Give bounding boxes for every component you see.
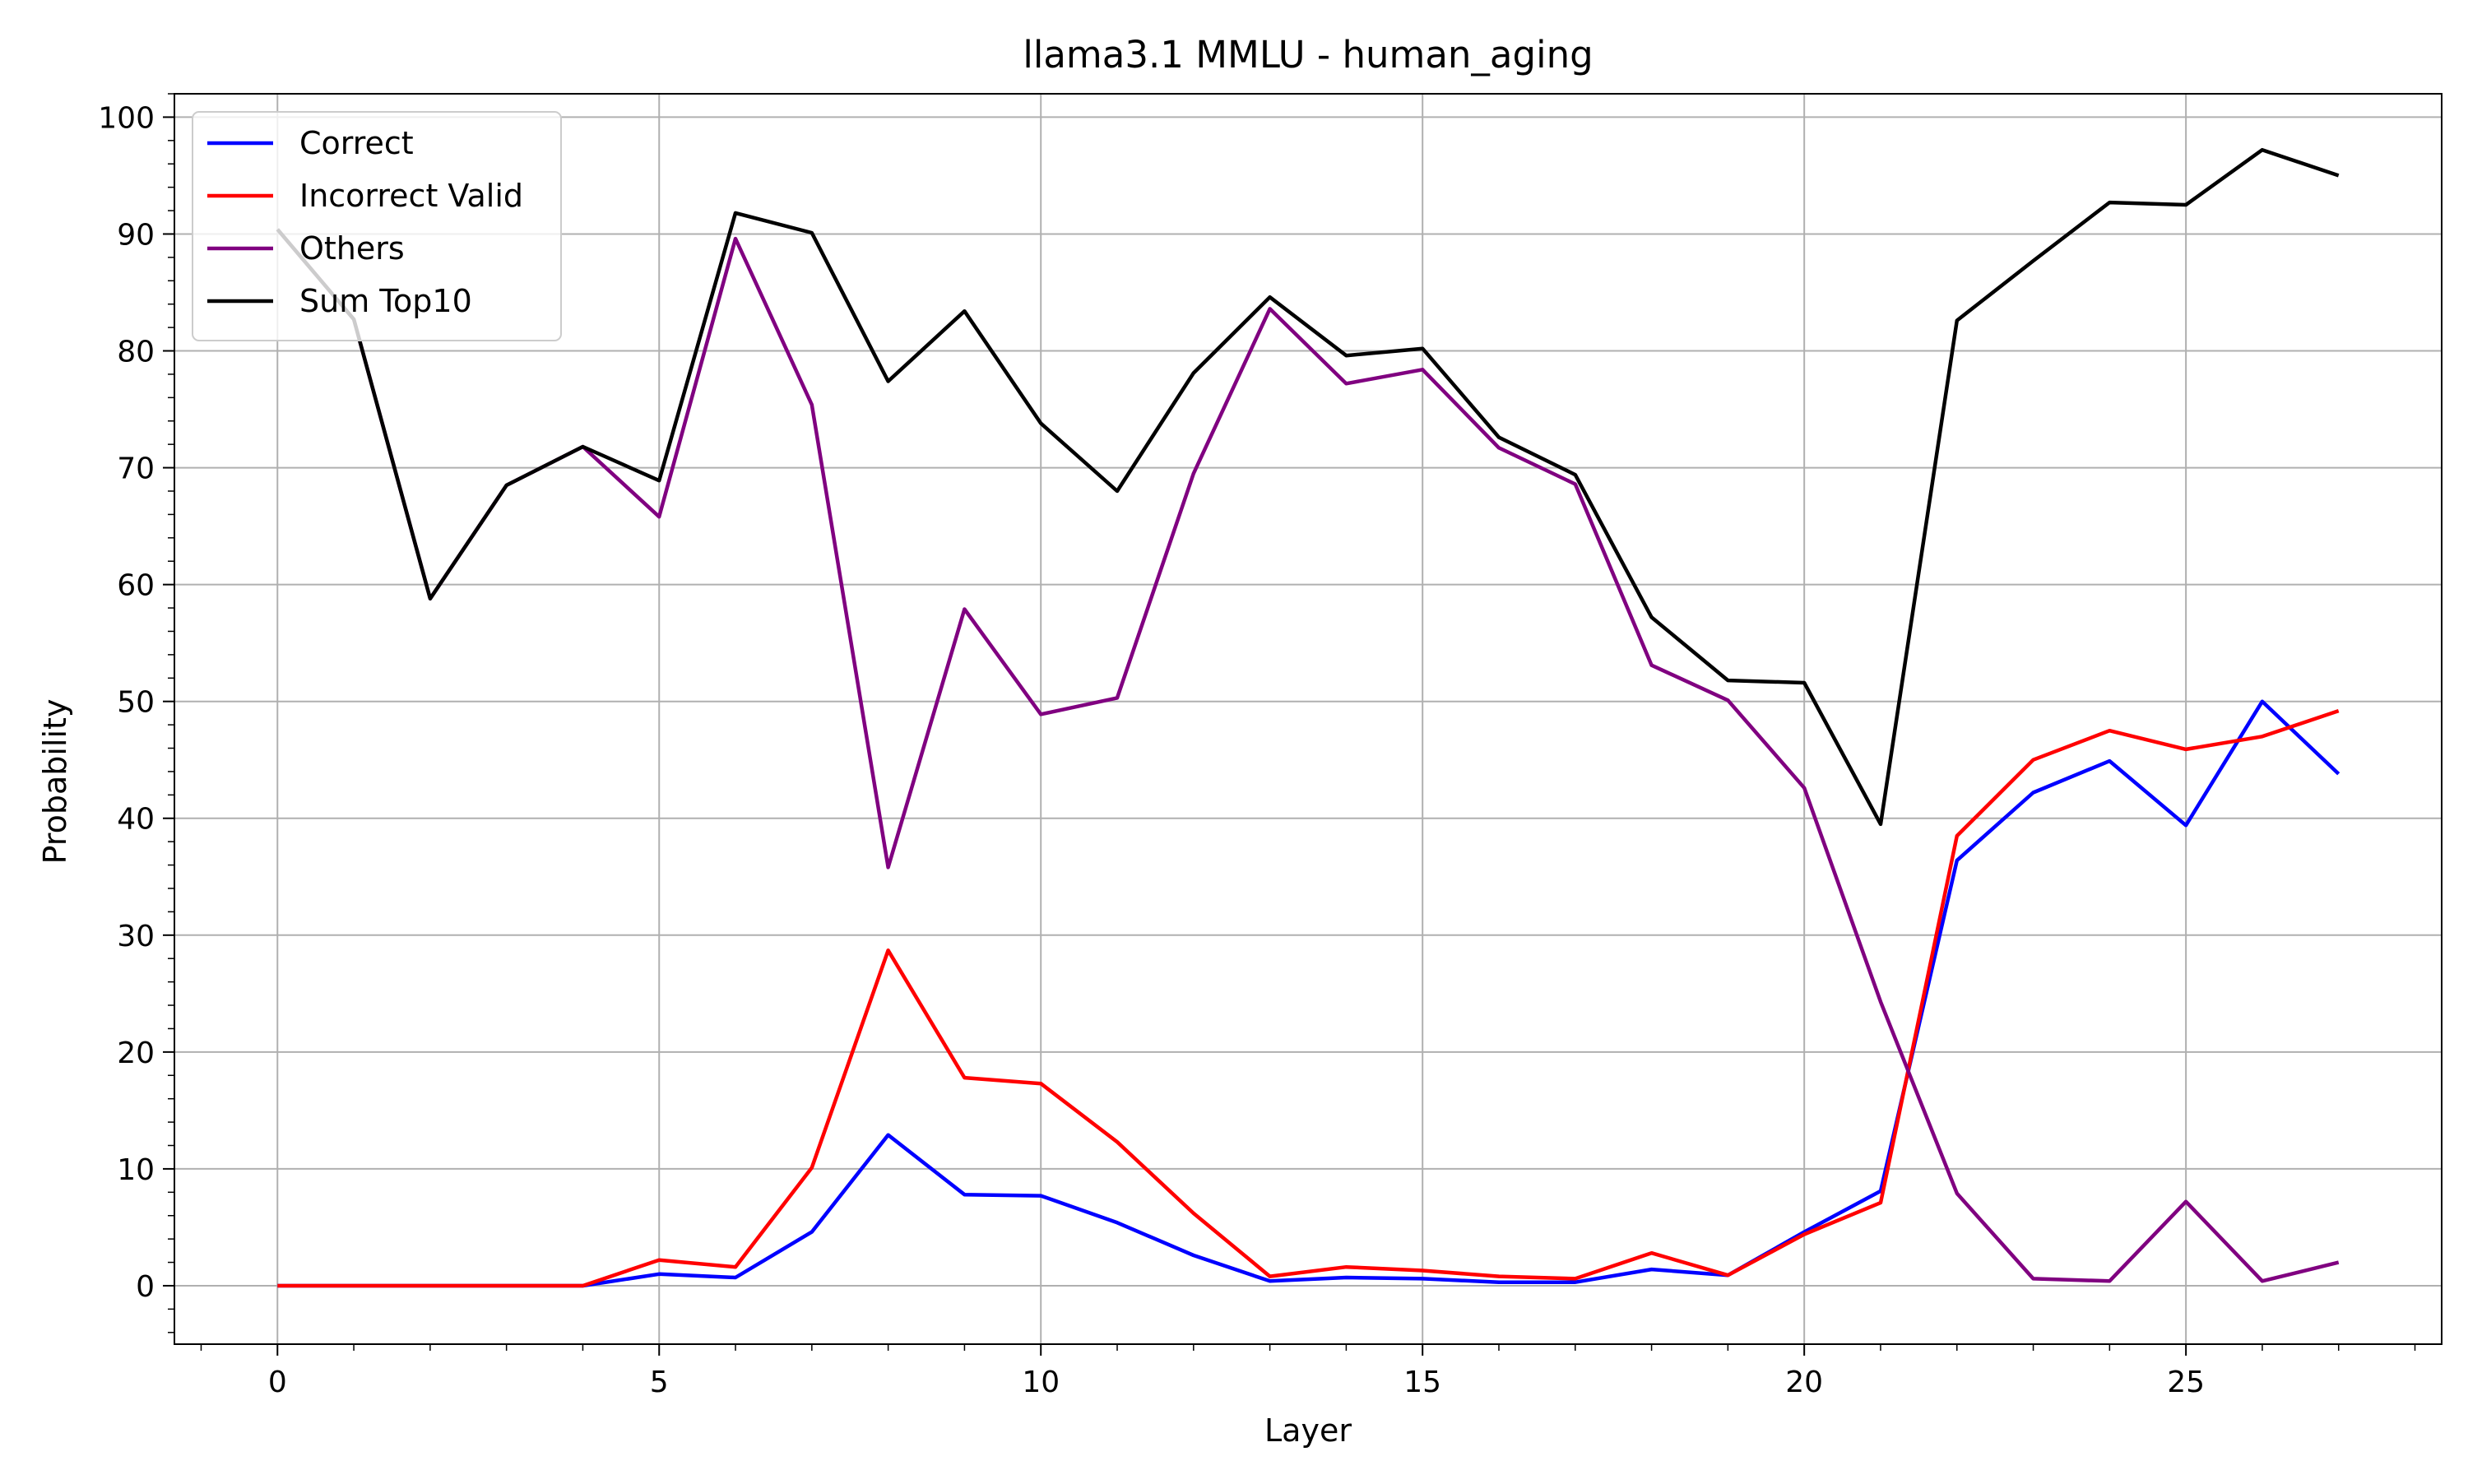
series-line-correct [277,699,2340,1288]
x-axis: 0 5 10 15 20 25 [200,1344,2416,1399]
legend: Correct Incorrect Valid Others Sum Top10 [192,111,562,341]
x-axis-label: Layer [1264,1412,1352,1449]
legend-label-correct: Correct [299,125,414,161]
x-tick-label: 20 [1785,1366,1823,1399]
x-tick-label: 15 [1403,1366,1441,1399]
y-tick-label: 100 [98,101,155,135]
y-tick-label: 10 [117,1153,155,1187]
x-tick-label: 25 [2167,1366,2205,1399]
grid [174,94,2442,1344]
x-tick-label: 0 [268,1366,287,1399]
y-tick-label: 70 [117,452,155,486]
series-line-sum-top10 [276,147,2340,827]
y-tick-label: 60 [117,569,155,603]
y-tick-label: 80 [117,336,155,369]
series-line-others [276,228,2340,1283]
chart-title: llama3.1 MMLU - human_aging [1023,33,1593,77]
y-tick-label: 40 [117,803,155,837]
series-line-incorrect-valid [277,708,2340,1288]
y-tick-label: 20 [117,1036,155,1070]
y-tick-label: 30 [117,920,155,953]
y-axis-label: Probability [37,699,73,865]
plot-frame [174,93,2442,1345]
y-tick-label: 50 [117,686,155,720]
x-tick-label: 5 [650,1366,669,1399]
y-tick-label: 0 [136,1270,155,1304]
legend-box [192,111,562,341]
x-tick-label: 10 [1022,1366,1060,1399]
series-layer [276,147,2340,1288]
legend-label-incorrect-valid: Incorrect Valid [299,178,523,214]
y-tick-label: 90 [117,218,155,252]
y-axis: 0 10 20 30 40 50 60 70 80 90 100 [98,93,174,1333]
legend-label-sum-top10: Sum Top10 [299,283,472,319]
legend-label-others: Others [299,230,405,267]
